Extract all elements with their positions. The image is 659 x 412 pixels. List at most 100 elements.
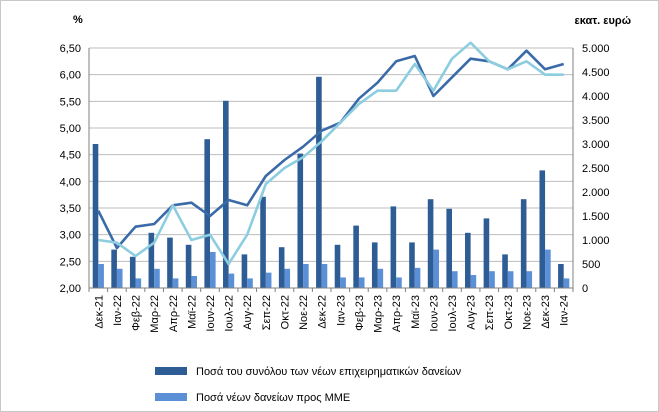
right-tick-label: 2.500 [582, 163, 610, 175]
left-tick-label: 6,50 [60, 43, 81, 55]
bar-sme-loans [228, 273, 235, 288]
x-tick-label: Σεπ-22 [261, 295, 273, 330]
bar-total-loans [185, 244, 192, 288]
right-tick-label: 500 [582, 259, 600, 271]
bar-sme-loans [358, 277, 365, 288]
left-tick-label: 2,00 [60, 283, 81, 295]
bar-sme-loans [116, 268, 123, 288]
left-tick-label: 5,00 [60, 123, 81, 135]
right-tick-label: 3.500 [582, 115, 610, 127]
right-tick-label: 1.000 [582, 235, 610, 247]
bar-total-loans [353, 225, 359, 288]
bar-total-loans [129, 256, 136, 288]
bar-total-loans [465, 232, 471, 288]
bar-sme-loans [396, 277, 402, 288]
left-tick-label: 3,50 [60, 203, 81, 215]
gridlines [89, 47, 573, 289]
right-tick-label: 0 [582, 283, 588, 295]
x-tick-label: Δεκ-23 [540, 295, 552, 329]
x-tick-label: Ιαν-24 [559, 295, 571, 326]
right-tick-label: 4.000 [582, 91, 610, 103]
left-tick-label: 4,00 [60, 176, 81, 188]
x-tick-label: Μαρ-23 [373, 295, 385, 333]
x-tick-label: Δεκ-21 [93, 295, 105, 329]
bar-sme-loans [154, 268, 160, 288]
bar-total-loans [558, 264, 564, 288]
line-rate-total-loans [97, 49, 565, 250]
right-tick-label: 2.000 [582, 187, 610, 199]
x-tick-label: Αυγ-23 [466, 295, 478, 330]
x-tick-label: Οκτ-22 [279, 295, 291, 329]
x-tick-label: Ιουλ-23 [447, 295, 459, 332]
bar-total-loans [241, 254, 248, 288]
right-tick-label: 5.000 [582, 43, 610, 55]
left-tick-label: 2,50 [60, 256, 81, 268]
right-tick-label: 4.500 [582, 67, 610, 79]
legend-label-total-loans: Ποσά του συνόλου των νέων επιχειρηματικώ… [196, 366, 462, 378]
x-tick-label: Αυγ-22 [242, 295, 254, 330]
bar-total-loans [148, 232, 155, 288]
bar-sme-loans [247, 278, 253, 288]
bar-sme-loans [507, 271, 514, 288]
x-tick-label: Απρ-23 [391, 295, 403, 332]
line-rate-sme-loans [98, 41, 564, 266]
bar-total-loans [390, 206, 397, 288]
x-tick-label: Απρ-22 [168, 295, 180, 332]
bar-total-loans [297, 153, 304, 288]
bar-sme-loans [545, 249, 551, 288]
x-tick-label: Νοε-23 [521, 295, 533, 330]
left-tick-label: 6,00 [60, 70, 81, 82]
line-series [97, 41, 565, 266]
bar-total-loans [409, 242, 415, 288]
right-axis-unit: εκατ. ευρώ [575, 15, 632, 27]
x-tick-label: Ιουν-23 [428, 295, 440, 332]
bar-total-loans [520, 199, 527, 288]
right-tick-label: 1.500 [582, 211, 610, 223]
bar-sme-loans [563, 278, 570, 288]
bar-sme-loans [489, 271, 495, 288]
bar-sme-loans [265, 272, 272, 288]
legend-swatch-total-loans [155, 367, 187, 375]
left-tick-label: 3,00 [60, 230, 81, 242]
x-tick-label: Οκτ-23 [503, 295, 515, 329]
bar-total-loans [92, 144, 99, 288]
bar-series [92, 76, 570, 288]
x-tick-label: Μαϊ-23 [410, 295, 422, 329]
bar-total-loans [483, 218, 490, 288]
bar-sme-loans [526, 271, 533, 288]
bar-total-loans [223, 100, 229, 288]
bar-total-loans [260, 196, 266, 288]
bar-sme-loans [172, 278, 179, 288]
right-tick-label: 3.000 [582, 139, 610, 151]
bar-sme-loans [210, 252, 216, 288]
bar-sme-loans [284, 268, 291, 288]
right-axis-ticks: 5.000 4.500 4.000 3.500 3.000 2.500 2.000 1.500… [582, 43, 610, 295]
bar-sme-loans [321, 264, 328, 288]
legend: Ποσά του συνόλου των νέων επιχειρηματικώ… [155, 366, 462, 404]
bar-total-loans [278, 247, 285, 288]
bar-total-loans [539, 170, 546, 288]
x-tick-label: Ιουν-22 [205, 295, 217, 332]
bar-total-loans [334, 244, 341, 288]
bar-sme-loans [135, 278, 142, 288]
legend-label-sme-loans: Ποσά νέων δανείων προς ΜΜΕ [196, 392, 350, 404]
bar-sme-loans [414, 267, 421, 288]
bar-sme-loans [191, 276, 197, 288]
x-axis: Δεκ-21 Ιαν-22 Φεβ-22 Μαρ-22 Απρ-22 Μαϊ-22 Ιουν… [88, 48, 574, 333]
bar-total-loans [371, 242, 378, 288]
x-tick-label: Μαρ-22 [149, 295, 161, 333]
bar-total-loans [111, 249, 117, 288]
x-tick-label: Φεβ-23 [354, 295, 366, 331]
left-axis-ticks: 6,50 6,00 5,50 5,00 4,50 4,00 3,50 3,00 2,50 2,00 [60, 43, 81, 295]
bar-sme-loans [303, 264, 309, 288]
bar-total-loans [502, 254, 508, 288]
bar-total-loans [167, 237, 173, 288]
bar-sme-loans [470, 275, 477, 288]
x-tick-label: Ιαν-23 [335, 295, 347, 326]
bar-sme-loans [340, 277, 346, 288]
bar-sme-loans [98, 264, 104, 288]
left-tick-label: 5,50 [60, 96, 81, 108]
left-axis-unit: % [73, 14, 83, 26]
